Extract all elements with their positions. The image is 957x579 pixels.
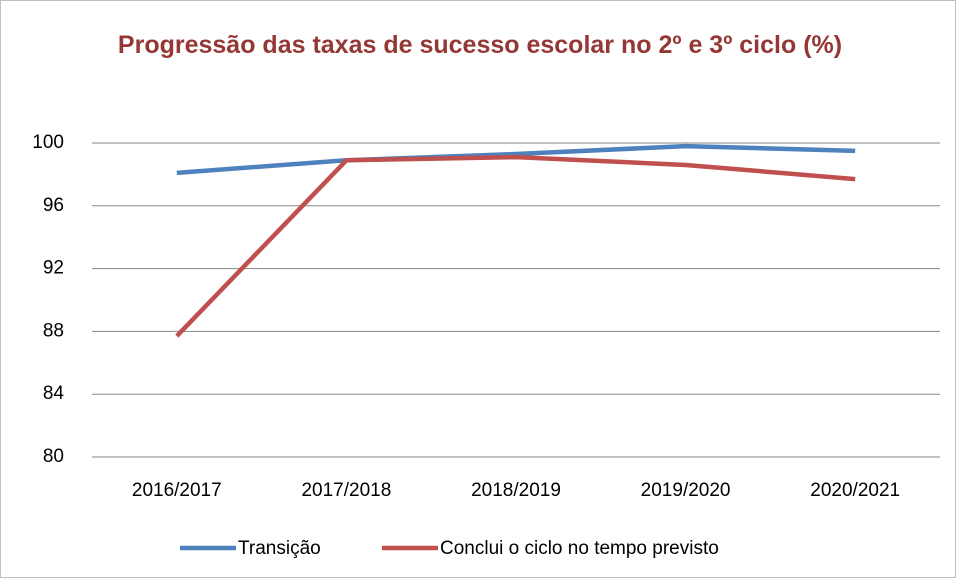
legend-label: Transição: [238, 538, 321, 559]
legend-label: Conclui o ciclo no tempo previsto: [440, 538, 719, 559]
x-tick-label: 2018/2019: [471, 480, 561, 501]
x-tick-label: 2016/2017: [132, 480, 222, 501]
y-tick-label: 96: [43, 195, 64, 216]
x-tick-label: 2019/2020: [641, 480, 731, 501]
series-line: [176, 143, 856, 176]
y-tick-label: 100: [32, 132, 64, 153]
y-tick-label: 80: [43, 446, 64, 467]
x-tick-label: 2020/2021: [810, 480, 900, 501]
y-tick-label: 84: [43, 383, 65, 404]
series-line: [175, 154, 856, 338]
chart-title: Progressão das taxas de sucesso escolar …: [117, 31, 843, 59]
x-tick-label: 2017/2018: [301, 480, 391, 501]
y-tick-label: 92: [43, 258, 64, 279]
y-tick-label: 88: [43, 320, 64, 341]
